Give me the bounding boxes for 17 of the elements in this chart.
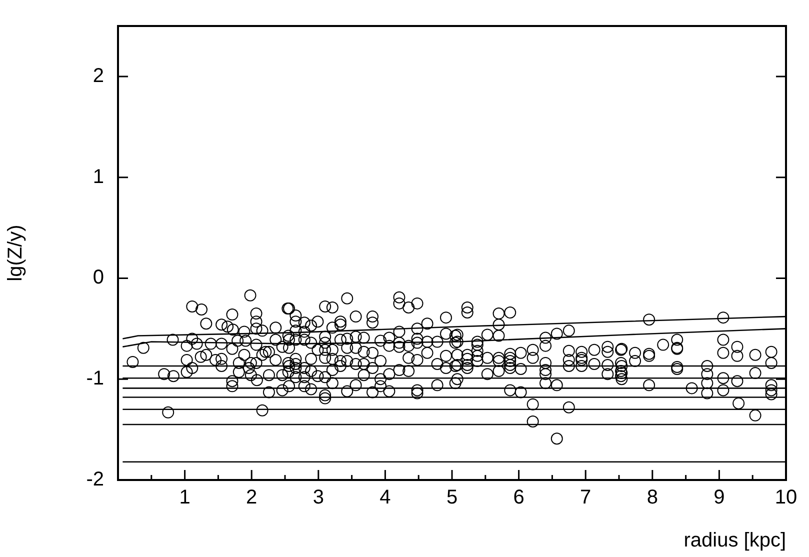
x-tick-label: 3 [312, 486, 324, 509]
x-tick-label: 4 [380, 486, 391, 509]
x-tick-label: 10 [774, 486, 798, 509]
x-tick-label: 7 [580, 486, 592, 509]
y-axis-title: lg(Z/y) [4, 224, 27, 282]
x-tick-label: 8 [646, 486, 658, 509]
x-tick-label: 5 [446, 486, 458, 509]
x-axis-title: radius [kpc] [684, 530, 786, 552]
y-tick-label: -1 [86, 368, 104, 390]
y-tick-label: 1 [92, 166, 104, 188]
x-tick-label: 9 [714, 486, 725, 509]
y-tick-label: 2 [92, 64, 104, 87]
y-tick-label: -2 [86, 468, 104, 491]
x-tick-label: 6 [513, 486, 524, 509]
x-tick-label: 1 [179, 486, 190, 509]
y-tick-label: 0 [92, 266, 104, 289]
x-tick-label: 2 [246, 486, 258, 509]
